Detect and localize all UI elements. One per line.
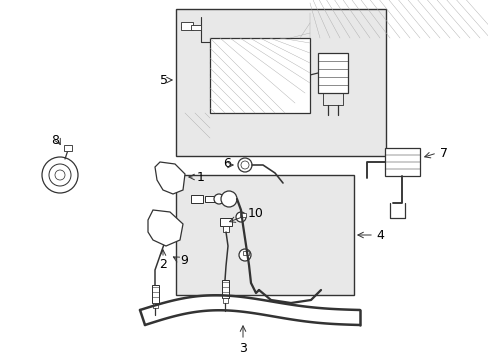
Bar <box>181 22 193 30</box>
Bar <box>223 298 227 303</box>
Bar <box>240 213 245 217</box>
Bar <box>204 196 215 202</box>
Text: 8: 8 <box>51 134 59 147</box>
Text: 10: 10 <box>247 207 264 220</box>
Circle shape <box>214 194 224 204</box>
Bar <box>243 251 248 255</box>
Bar <box>222 280 228 298</box>
Circle shape <box>42 157 78 193</box>
Bar <box>176 175 353 295</box>
Circle shape <box>221 191 237 207</box>
Bar <box>153 303 158 308</box>
Bar <box>220 218 231 226</box>
Circle shape <box>241 161 248 169</box>
Circle shape <box>239 249 250 261</box>
Circle shape <box>49 164 71 186</box>
Text: 4: 4 <box>375 229 383 242</box>
Bar <box>163 233 169 239</box>
Polygon shape <box>148 210 183 246</box>
Bar <box>191 195 203 203</box>
Bar <box>384 148 419 176</box>
Bar <box>152 285 159 303</box>
Text: 9: 9 <box>180 253 187 266</box>
Text: 3: 3 <box>239 342 246 355</box>
Bar <box>64 145 72 151</box>
Bar <box>209 38 309 113</box>
Circle shape <box>238 158 251 172</box>
Polygon shape <box>155 162 184 194</box>
Bar <box>176 9 385 156</box>
Text: 5: 5 <box>160 73 168 86</box>
Text: 2: 2 <box>159 258 166 271</box>
Circle shape <box>55 170 65 180</box>
Bar <box>191 25 201 30</box>
Bar <box>160 225 172 233</box>
Bar <box>223 226 228 232</box>
Circle shape <box>236 212 245 222</box>
Text: 6: 6 <box>223 157 230 170</box>
Text: 7: 7 <box>439 147 447 159</box>
Bar <box>317 53 347 93</box>
Text: 1: 1 <box>197 171 204 184</box>
